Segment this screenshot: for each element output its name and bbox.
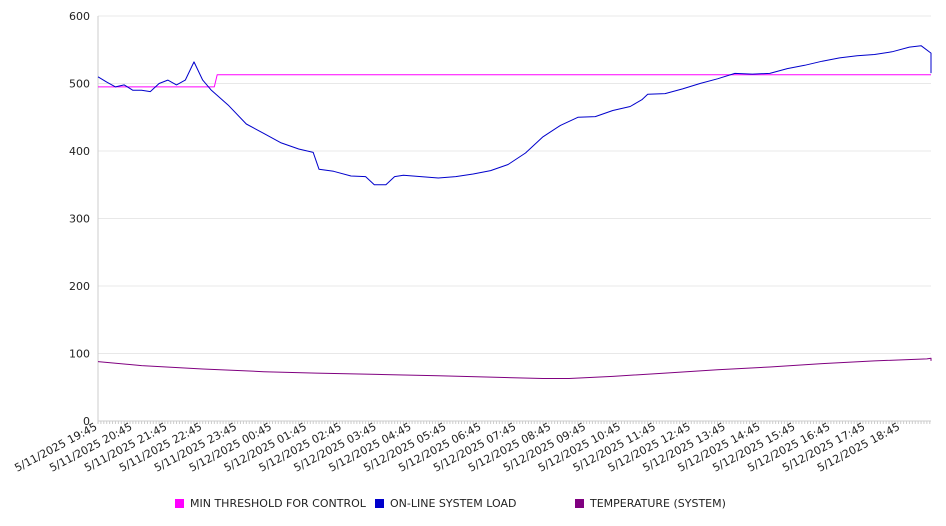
series-system-load <box>97 45 932 186</box>
axes <box>97 16 931 424</box>
x-tick-labels: 5/11/2025 19:455/11/2025 20:455/11/2025 … <box>12 420 902 474</box>
y-tick-labels: 0 100 200 300 400 500 600 <box>69 10 90 428</box>
legend-item-temperature: TEMPERATURE (SYSTEM) <box>575 497 726 510</box>
y-tick-label: 200 <box>69 280 90 293</box>
grid-lines <box>98 15 931 422</box>
y-tick-label: 100 <box>69 348 90 361</box>
y-tick-label: 500 <box>69 78 90 91</box>
series-temperature <box>97 357 932 379</box>
y-tick-label: 400 <box>69 145 90 158</box>
legend-swatch-temperature <box>575 499 584 508</box>
series-min-threshold <box>98 74 931 88</box>
legend: MIN THRESHOLD FOR CONTROL ON-LINE SYSTEM… <box>0 497 946 515</box>
legend-label-system-load: ON-LINE SYSTEM LOAD <box>390 497 517 510</box>
y-tick-label: 300 <box>69 213 90 226</box>
legend-label-temperature: TEMPERATURE (SYSTEM) <box>590 497 726 510</box>
legend-label-min-threshold: MIN THRESHOLD FOR CONTROL <box>190 497 366 510</box>
y-tick-label: 600 <box>69 10 90 23</box>
legend-item-system-load: ON-LINE SYSTEM LOAD <box>375 497 516 510</box>
legend-item-min-threshold: MIN THRESHOLD FOR CONTROL <box>175 497 366 510</box>
legend-swatch-system-load <box>375 499 384 508</box>
y-tick-label: 0 <box>83 415 90 428</box>
legend-swatch-min-threshold <box>175 499 184 508</box>
series-lines <box>97 45 932 379</box>
